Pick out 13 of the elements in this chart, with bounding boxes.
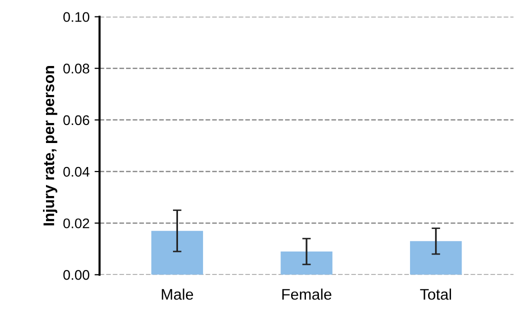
y-tick-label: 0.00 xyxy=(63,270,90,280)
x-tick-label: Female xyxy=(282,288,332,300)
bar xyxy=(151,230,204,275)
y-tick-label: 0.06 xyxy=(63,115,90,126)
bar xyxy=(410,241,462,275)
y-tick-label: 0.04 xyxy=(63,166,90,177)
x-tick-label: Total xyxy=(420,288,452,300)
y-tick-label: 0.08 xyxy=(63,64,90,74)
bar xyxy=(280,251,332,275)
y-axis-title: Injury rate, per person xyxy=(43,66,58,226)
y-tick-label: 0.10 xyxy=(63,12,90,22)
y-tick-label: 0.02 xyxy=(63,218,90,228)
x-tick-label: Male xyxy=(162,288,194,300)
